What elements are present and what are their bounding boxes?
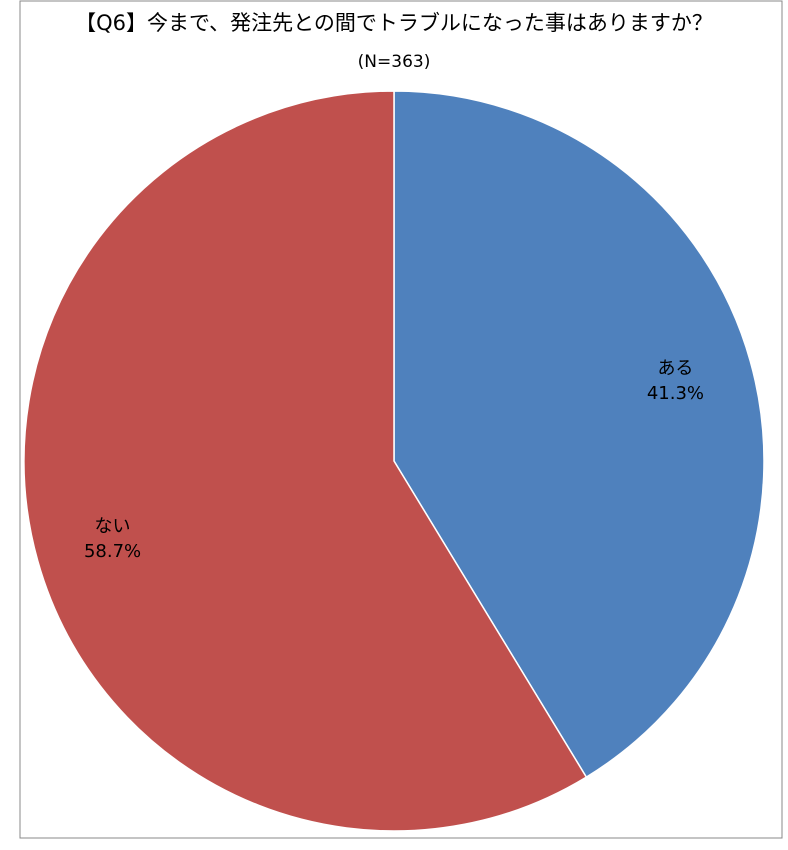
chart-title: 【Q6】今まで、発注先との間でトラブルになった事はありますか？ [75,11,713,35]
slice-category-label: ある [657,358,693,379]
slice-category-label: ない [95,516,131,537]
slice-value-label: 58.7% [84,541,141,562]
slice-value-label: 41.3% [647,383,704,404]
pie-slice [393,90,765,779]
chart-subtitle: (N=363) [358,52,431,72]
chart-frame [19,0,783,839]
pie-slice [23,90,588,832]
